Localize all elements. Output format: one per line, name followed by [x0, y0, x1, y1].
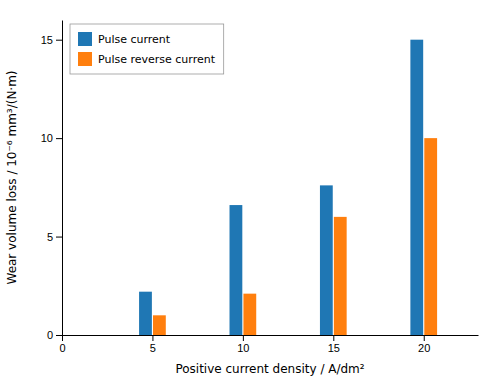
x-tick-label: 0 [59, 342, 65, 354]
y-tick-label: 15 [41, 34, 53, 46]
x-axis: 0 5 10 15 20 [59, 335, 478, 354]
bar [153, 315, 166, 335]
x-tick-mark [62, 335, 63, 341]
y-tick-mark [56, 335, 62, 336]
legend-item: Pulse reverse current [78, 52, 216, 66]
x-tick-mark [333, 335, 334, 341]
x-tick-label: 15 [328, 342, 340, 354]
bar [139, 292, 152, 335]
x-tick: 15 [328, 335, 340, 354]
y-axis-title: Wear volume loss / 10⁻⁶ mm³/(N·m) [5, 70, 19, 284]
legend-frame [70, 24, 224, 74]
bar-series [153, 138, 437, 335]
y-tick-label: 5 [47, 231, 53, 243]
y-tick: 15 [41, 34, 62, 46]
y-tick: 10 [41, 132, 62, 144]
x-tick: 20 [418, 335, 430, 354]
x-axis-line [63, 335, 479, 336]
y-tick-mark [56, 237, 62, 238]
x-axis-title: Positive current density / A/dm² [175, 362, 364, 376]
y-axis-line [62, 21, 63, 336]
x-tick-label: 10 [237, 342, 249, 354]
legend: Pulse current Pulse reverse current [70, 24, 224, 74]
y-tick-mark [56, 138, 62, 139]
bar [410, 40, 423, 335]
bar [230, 205, 243, 335]
bar-series [139, 40, 423, 335]
chart: 0 5 10 15 20 0 5 10 15 Pulse current Pulse reverse… [0, 0, 500, 385]
x-tick-mark [424, 335, 425, 341]
y-axis: 0 5 10 15 [41, 21, 63, 342]
x-tick-label: 5 [150, 342, 156, 354]
x-tick-mark [152, 335, 153, 341]
bar [320, 185, 333, 335]
legend-swatch [78, 52, 92, 66]
bar [424, 138, 437, 335]
legend-label: Pulse reverse current [98, 53, 216, 66]
y-tick-mark [56, 40, 62, 41]
bar [334, 217, 347, 335]
y-tick-label: 0 [47, 329, 53, 341]
legend-label: Pulse current [98, 33, 171, 46]
x-tick: 0 [59, 335, 65, 354]
y-tick: 5 [47, 231, 62, 243]
bar [243, 294, 256, 335]
x-tick-label: 20 [418, 342, 430, 354]
y-tick: 0 [47, 329, 62, 341]
plot: 0 5 10 15 20 0 5 10 15 Pulse current Pulse reverse… [41, 21, 479, 354]
bars [139, 40, 437, 335]
x-tick: 10 [237, 335, 249, 354]
legend-item: Pulse current [78, 32, 171, 46]
x-tick-mark [243, 335, 244, 341]
y-tick-label: 10 [41, 132, 53, 144]
legend-swatch [78, 32, 92, 46]
x-tick: 5 [150, 335, 156, 354]
